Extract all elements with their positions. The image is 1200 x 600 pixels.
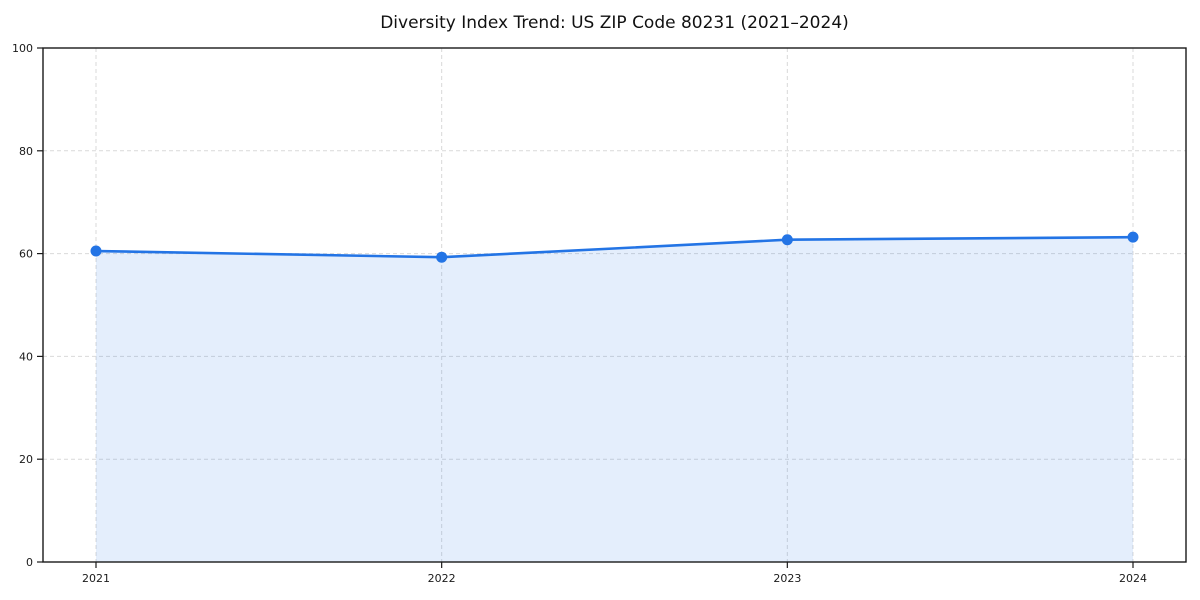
y-tick-label-40: 40 xyxy=(19,350,33,363)
plot-border xyxy=(42,47,1187,563)
x-tick-label-2023: 2023 xyxy=(773,572,801,585)
x-tick-label-2021: 2021 xyxy=(82,572,110,585)
area-fill xyxy=(96,237,1133,563)
y-tick-label-0: 0 xyxy=(26,556,33,569)
trend-line xyxy=(94,235,1135,259)
data-point-2021 xyxy=(90,245,102,257)
y-tick-label-80: 80 xyxy=(19,145,33,158)
data-point-2023 xyxy=(781,234,793,246)
chart-title: Diversity Index Trend: US ZIP Code 80231… xyxy=(380,13,849,33)
x-tick-label-2022: 2022 xyxy=(428,572,456,585)
data-point-2022 xyxy=(436,251,448,263)
y-tick-label-60: 60 xyxy=(19,248,33,261)
x-tick-label-2024: 2024 xyxy=(1119,572,1147,585)
y-tick-label-100: 100 xyxy=(12,42,33,55)
data-point-2024 xyxy=(1127,231,1139,243)
y-tick-label-20: 20 xyxy=(19,453,33,466)
